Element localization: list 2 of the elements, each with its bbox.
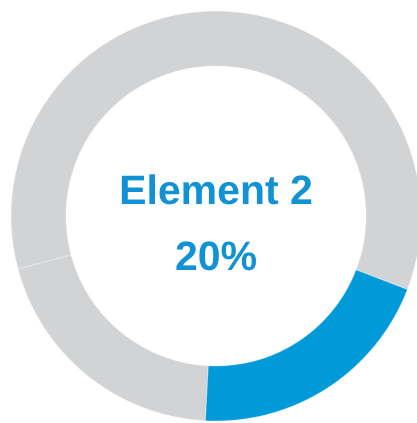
data-label: 20% [174,233,258,279]
slice-label: Element 2 [119,167,313,213]
